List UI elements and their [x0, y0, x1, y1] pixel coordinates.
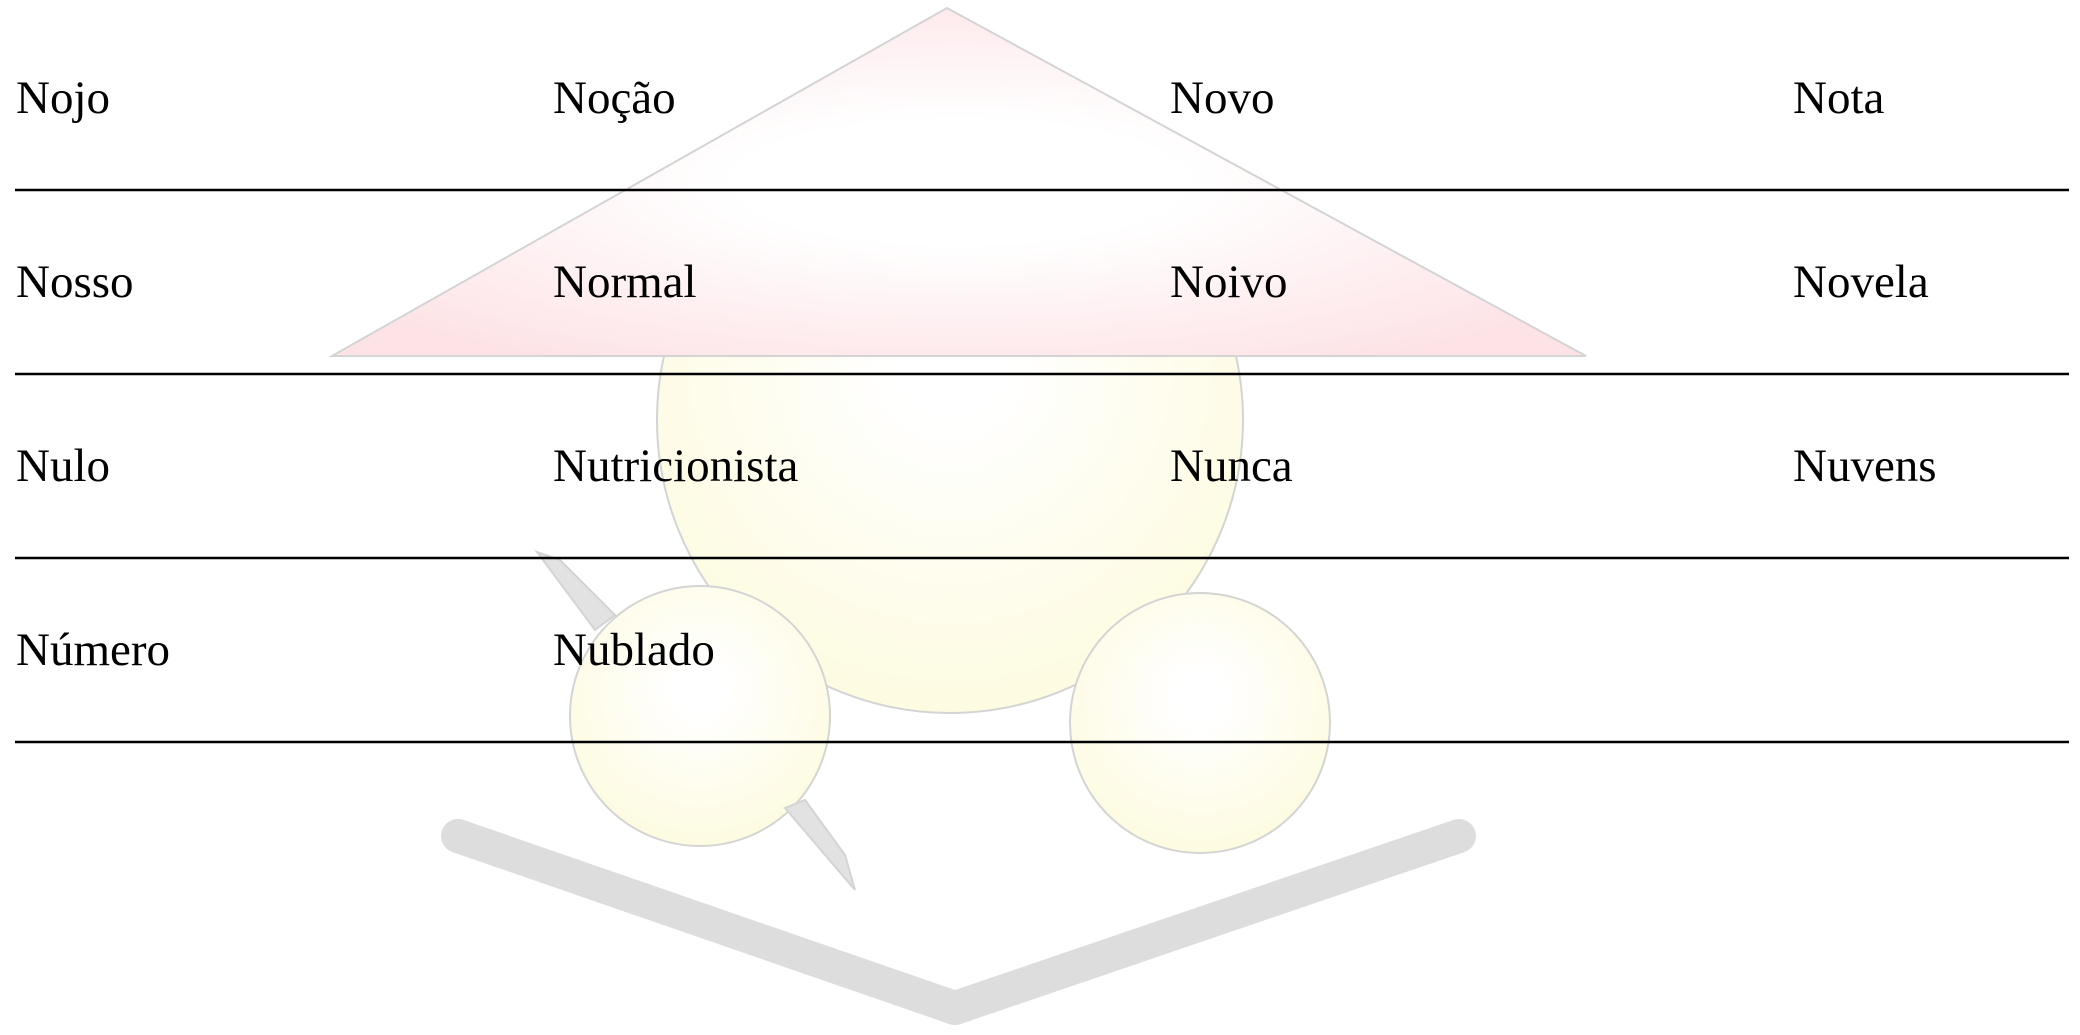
table-cell: Novela — [1793, 256, 1929, 308]
table-cell: Nosso — [16, 256, 134, 308]
table-cell: Noção — [553, 72, 676, 124]
table-cell: Noivo — [1170, 256, 1288, 308]
word-table: Nojo Noção Novo Nota Nosso Normal Noivo Novela N… — [15, 72, 2069, 744]
watermark-logo — [328, 6, 1587, 1025]
table-cell: Nota — [1793, 72, 1885, 124]
table-cell: Nulo — [16, 440, 110, 492]
table-cell: Nojo — [16, 72, 110, 124]
table-cell: Normal — [553, 256, 697, 308]
table-cell: Nunca — [1170, 440, 1293, 492]
table-cell: Nublado — [553, 624, 715, 676]
table-cell: Novo — [1170, 72, 1274, 124]
table-cell: Nutricionista — [553, 440, 799, 492]
table-cell: Número — [16, 624, 170, 676]
table-cell: Nuvens — [1793, 440, 1937, 492]
